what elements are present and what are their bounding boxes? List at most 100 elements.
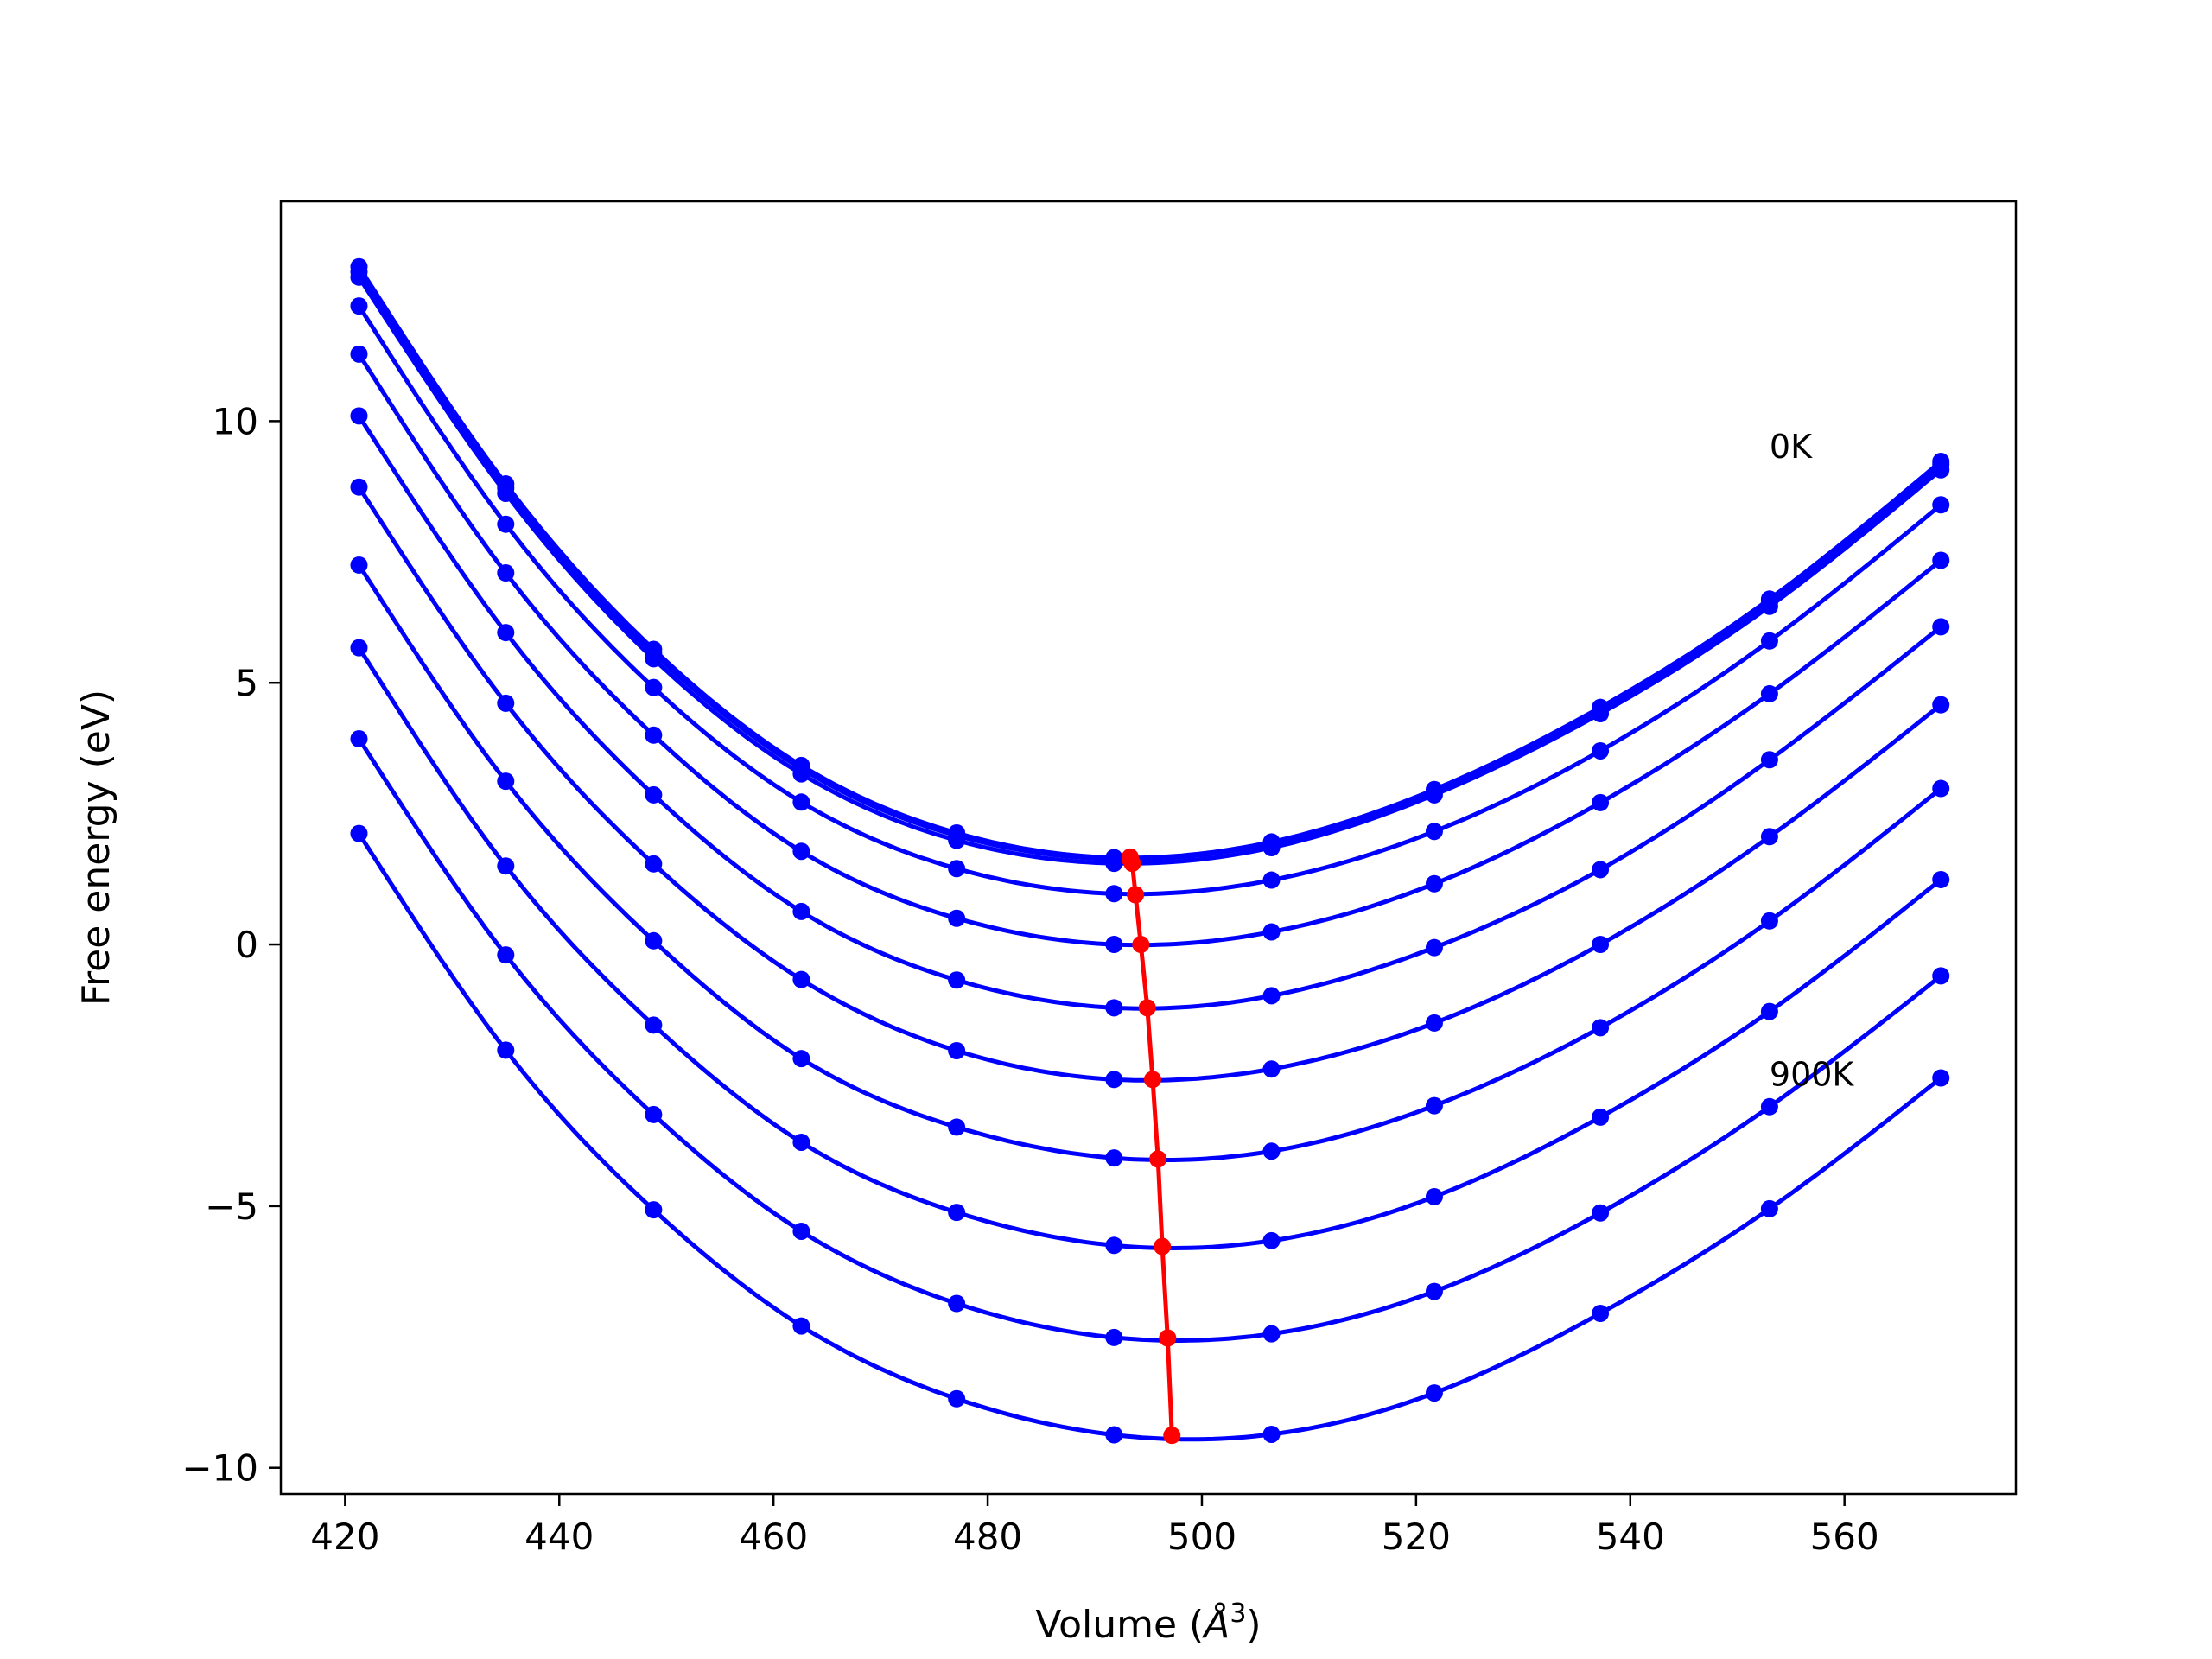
x-tick-label-480: 480 [953,1516,1022,1558]
series-10-point-10 [1932,1069,1950,1087]
x-tick-label-460: 460 [739,1516,808,1558]
plot-frame [279,200,2018,1496]
series-9-point-5 [1105,1328,1123,1346]
series-5-point-10 [1932,618,1950,636]
series-6-point-9 [1760,828,1778,846]
minima-point-6 [1143,1071,1161,1089]
annotations: 0K 900K [1770,428,1855,1094]
minima-point-4 [1132,936,1150,954]
series-2-point-7 [1425,785,1443,804]
series-2-point-5 [1105,855,1123,873]
series-3-point-1 [497,515,515,533]
x-axis-title-close: ) [1246,1603,1261,1647]
series-3-point-8 [1592,741,1610,760]
series-7-point-7 [1425,1096,1443,1115]
minima-point-7 [1149,1150,1167,1168]
y-tick-label-5: 5 [235,662,258,704]
series-5-point-7 [1425,938,1443,957]
series-5-point-8 [1592,861,1610,879]
series-9-point-6 [1262,1325,1281,1343]
series-8-point-1 [497,857,515,875]
x-axis-title-superscript: 3 [1230,1599,1246,1629]
x-axis: 420 440 460 480 500 520 540 560 [310,1494,1879,1558]
series-7-point-9 [1760,912,1778,930]
x-tick-label-440: 440 [524,1516,594,1558]
series-8-point-8 [1592,1108,1610,1126]
series-line-9 [357,737,1942,1343]
series-9-point-10 [1932,967,1950,985]
series-3-point-4 [948,860,966,878]
series-9-point-9 [1760,1097,1778,1116]
minima-point-10 [1163,1427,1181,1445]
series-5-point-0 [350,407,368,425]
series-5-point-9 [1760,751,1778,769]
series-10-point-3 [792,1317,810,1335]
series-10-point-4 [948,1389,966,1408]
series-10-point-0 [350,824,368,842]
series-8-point-5 [1105,1236,1123,1255]
series-4-point-8 [1592,793,1610,811]
series-8-point-3 [792,1133,810,1151]
x-axis-title-text: Volume ( [1035,1603,1204,1647]
y-axis: −10 −5 0 5 10 [181,400,281,1490]
series-line-3 [357,304,1942,897]
series-7-point-2 [645,931,663,950]
series-4-point-6 [1262,923,1281,941]
x-tick-label-520: 520 [1382,1516,1451,1558]
series-2-point-6 [1262,839,1281,856]
series-2-point-1 [497,484,515,502]
series-4-point-1 [497,564,515,582]
series-3-point-6 [1262,871,1281,889]
series-7-point-0 [350,556,368,574]
series-9-point-7 [1425,1282,1443,1300]
series-5-point-3 [792,902,810,920]
series-7-point-8 [1592,1019,1610,1037]
series-2-point-2 [645,650,663,668]
series-7-point-10 [1932,779,1950,798]
series-2-point-10 [1932,461,1950,479]
series-8-point-4 [948,1204,966,1222]
x-tick-label-560: 560 [1810,1516,1879,1558]
x-tick-label-420: 420 [310,1516,379,1558]
series-5-point-4 [948,971,966,989]
series-line-10 [357,832,1942,1442]
series-4-point-0 [350,345,368,363]
series-4-point-2 [645,726,663,744]
y-tick-label--5: −5 [205,1185,258,1228]
series-3-point-3 [792,793,810,811]
series-2-point-9 [1760,597,1778,615]
series-6-point-8 [1592,936,1610,954]
series-9-point-3 [792,1222,810,1240]
series-7-point-1 [497,772,515,791]
series-9-point-1 [497,946,515,964]
series-3-point-0 [350,297,368,315]
series-4-point-3 [792,842,810,861]
series-9-point-0 [350,730,368,748]
series-2-point-8 [1592,704,1610,722]
series-4-point-10 [1932,551,1950,569]
series-7-point-6 [1262,1142,1281,1160]
series-4-point-4 [948,909,966,927]
series-6-point-6 [1262,1060,1281,1078]
series-5-point-5 [1105,999,1123,1017]
series-6-point-4 [948,1041,966,1059]
series-2-point-0 [350,268,368,286]
series-6-point-3 [792,970,810,988]
series-layer [350,257,1950,1444]
y-tick-label-0: 0 [235,924,258,966]
y-tick-label-10: 10 [213,400,258,442]
y-tick-label--10: −10 [181,1447,258,1490]
series-10-point-5 [1105,1426,1123,1444]
series-5-point-1 [497,624,515,642]
series-line-8 [357,646,1942,1251]
series-7-point-5 [1105,1149,1123,1167]
series-8-point-6 [1262,1231,1281,1249]
series-8-point-9 [1760,1002,1778,1020]
series-7-point-4 [948,1118,966,1136]
series-7-point-3 [792,1050,810,1068]
series-6-point-2 [645,855,663,873]
series-5-point-2 [645,785,663,804]
series-9-point-2 [645,1105,663,1123]
